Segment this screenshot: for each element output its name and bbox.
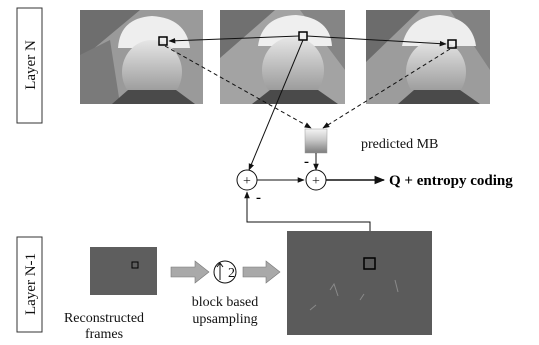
upsample-factor: 2 [228, 266, 235, 281]
pred-dash-right [322, 48, 451, 129]
layer-n-1-label: Layer N-1 [23, 253, 39, 315]
pred-minus-sign: - [304, 154, 309, 170]
upsampled-frame [287, 231, 432, 335]
current-mb-to-sum [248, 39, 304, 171]
reconstructed-frame [90, 247, 157, 295]
video-frame-right [366, 10, 490, 104]
sum-node-right: + [305, 169, 327, 191]
layer-n-box: Layer N [16, 7, 43, 124]
ref-arrow-left [168, 35, 300, 44]
upsampling-label-2: upsampling [192, 312, 257, 327]
sum-node-left-plus: + [243, 174, 251, 189]
output-label: Q + entropy coding [389, 173, 513, 189]
predicted-mb-block [304, 128, 328, 154]
upsample-2-icon: 2 [213, 260, 237, 284]
layer-n-1-box: Layer N-1 [16, 236, 43, 333]
sum-node-right-plus: + [312, 174, 320, 189]
left-minus-sign: - [256, 190, 261, 206]
video-frame-left [80, 10, 203, 104]
mb-marker-right [447, 39, 457, 49]
grey-arrow-1 [170, 260, 210, 284]
predicted-mb-label: predicted MB [361, 137, 438, 152]
upsampling-label-1: block based [192, 295, 258, 310]
reconstructed-label-1: Reconstructed [64, 311, 144, 326]
ref-arrow-right [306, 35, 447, 47]
sum-node-left: + [236, 169, 258, 191]
layer-n-label: Layer N [23, 40, 39, 90]
grey-arrow-2 [242, 260, 281, 284]
reconstructed-label-2: frames [85, 327, 123, 342]
mb-marker-left [158, 36, 168, 46]
